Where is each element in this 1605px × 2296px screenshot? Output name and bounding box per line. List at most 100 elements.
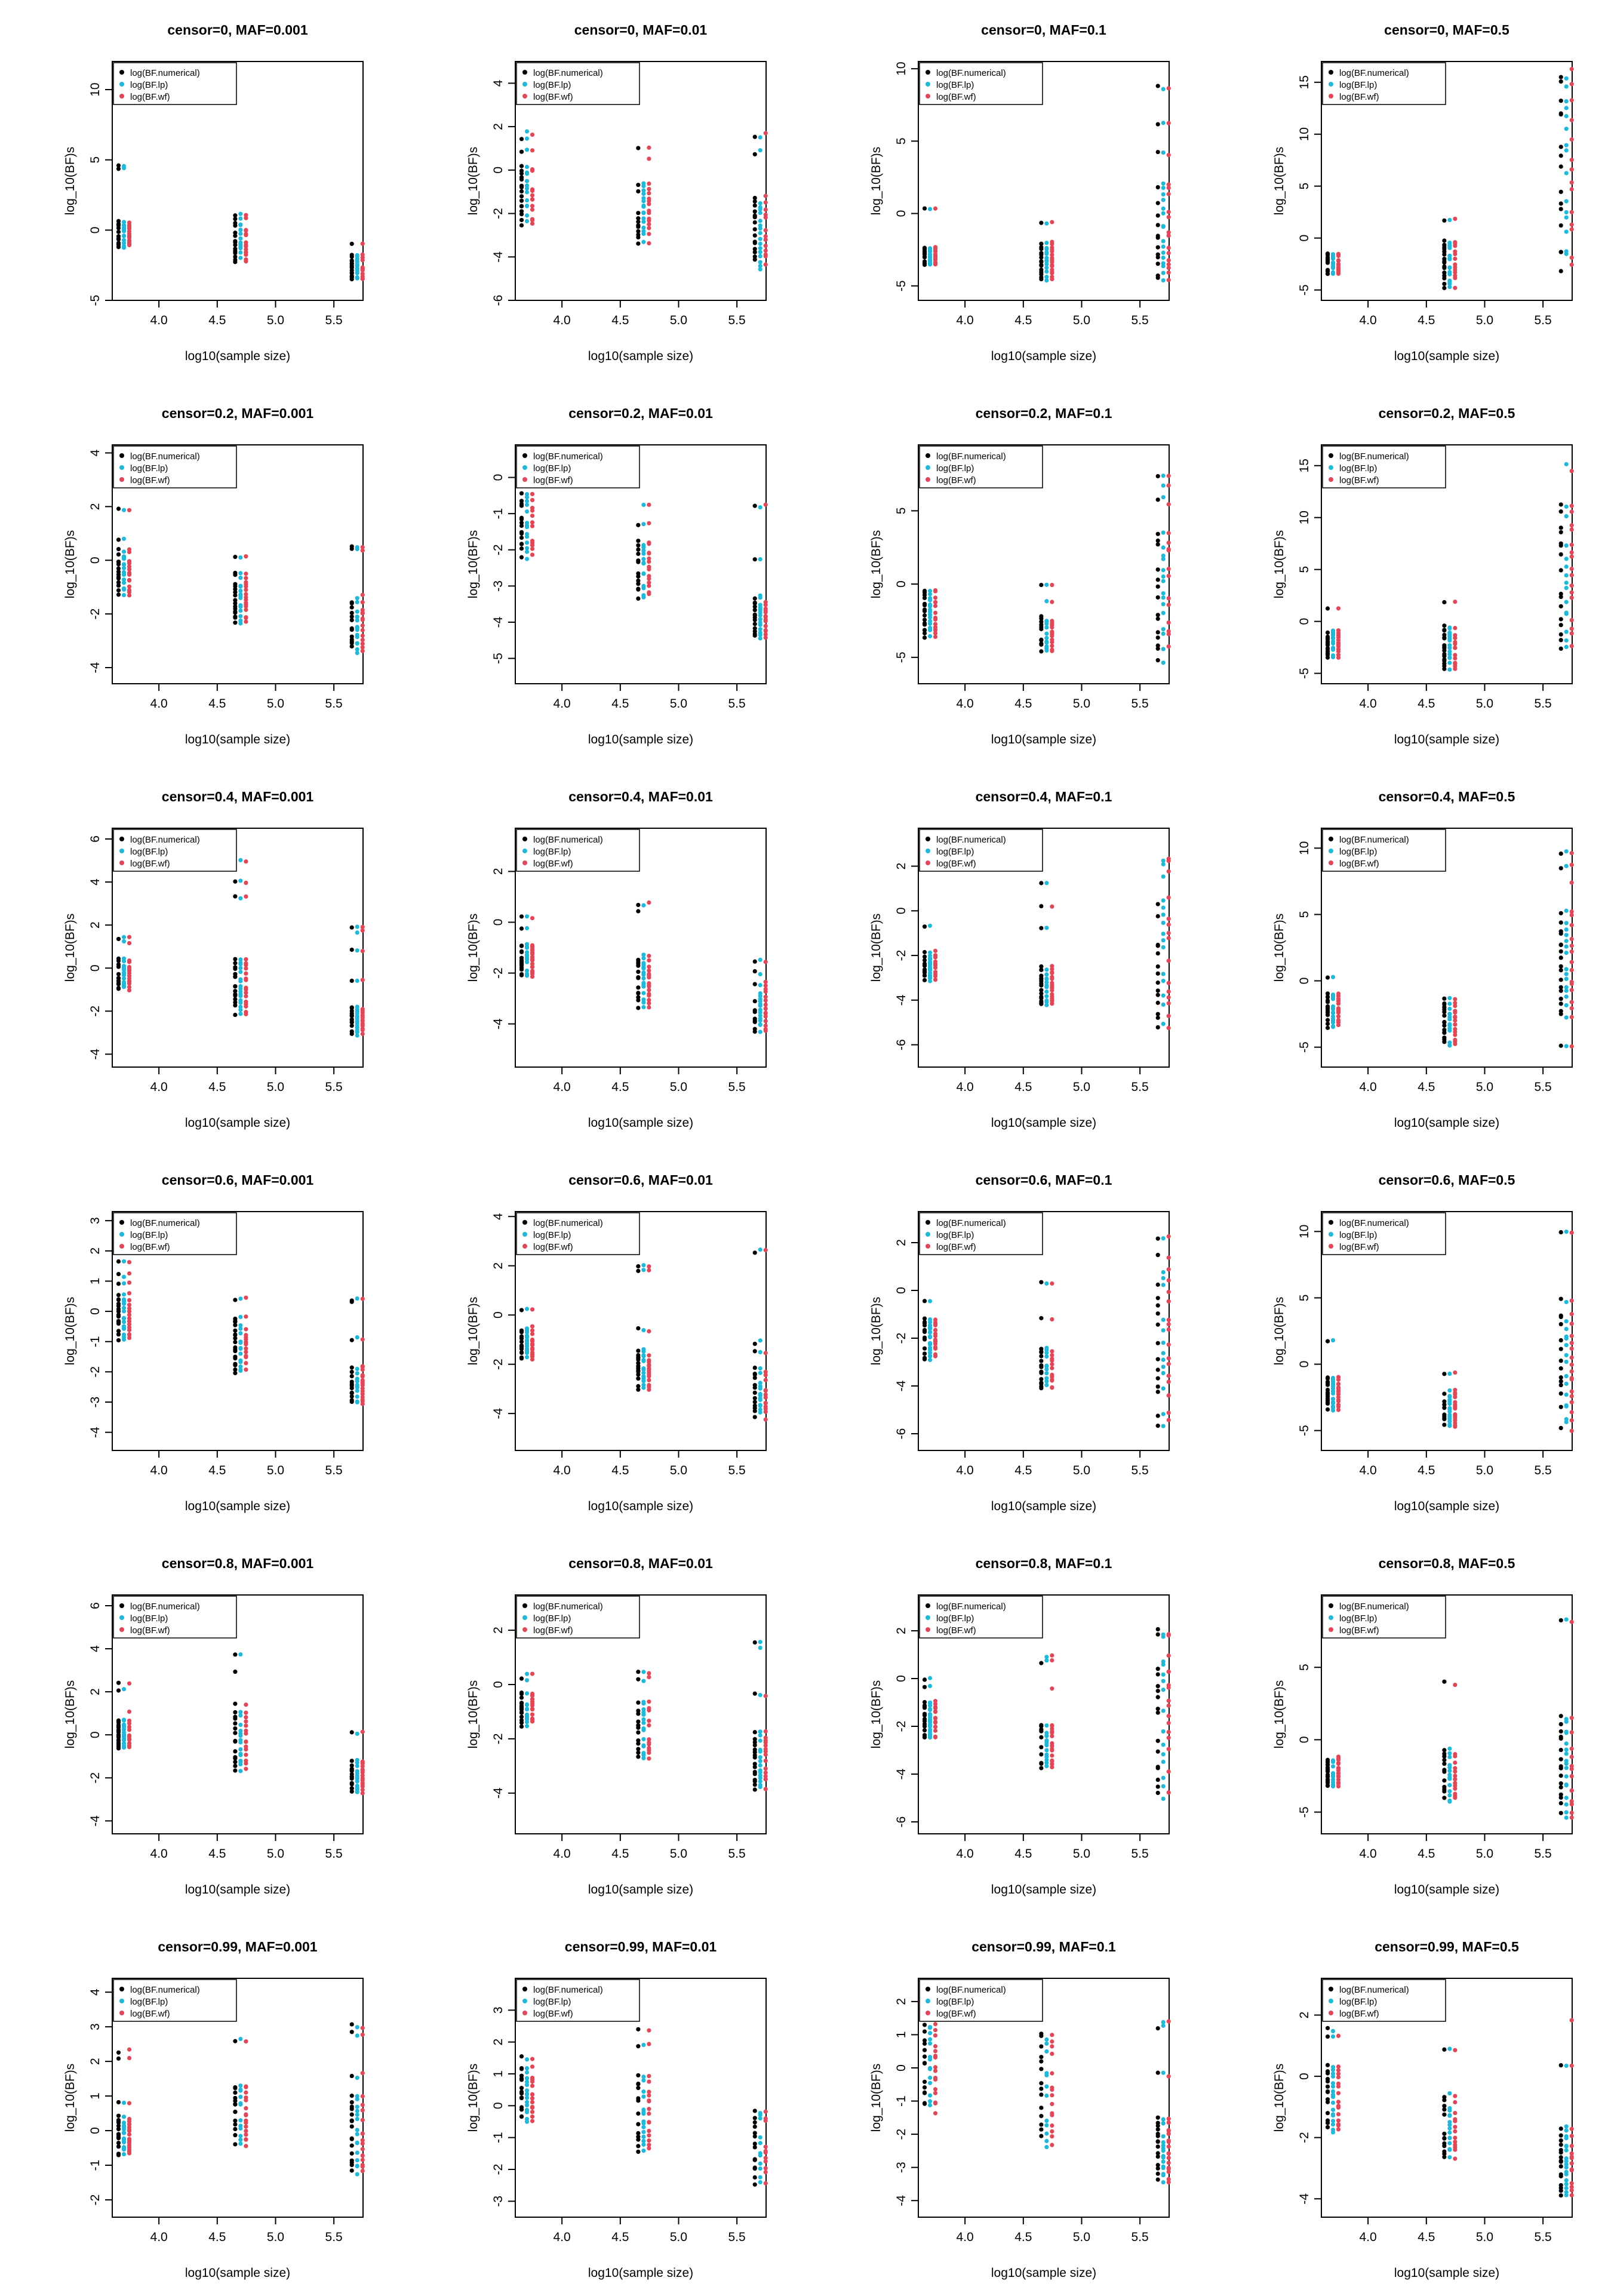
data-point bbox=[647, 2093, 651, 2098]
data-point bbox=[647, 208, 651, 213]
data-point bbox=[763, 1766, 768, 1771]
chart-title: censor=0.2, MAF=0.5 bbox=[1379, 405, 1515, 421]
data-point bbox=[1558, 1358, 1563, 1363]
data-point bbox=[1166, 2138, 1171, 2143]
data-point bbox=[1044, 619, 1049, 623]
data-point bbox=[355, 614, 359, 619]
data-point bbox=[1336, 1006, 1341, 1011]
data-point bbox=[244, 2144, 248, 2149]
data-point bbox=[244, 232, 248, 236]
data-point bbox=[1564, 1230, 1569, 1234]
data-point bbox=[1155, 643, 1160, 648]
data-point bbox=[1155, 2151, 1160, 2156]
data-point bbox=[1155, 964, 1160, 969]
data-point bbox=[636, 574, 641, 579]
legend-marker bbox=[1329, 1232, 1333, 1237]
data-point bbox=[355, 1769, 359, 1774]
x-tick-label: 4.5 bbox=[1014, 1464, 1032, 1477]
data-point bbox=[1155, 1357, 1160, 1361]
data-point bbox=[641, 2042, 646, 2048]
legend-marker bbox=[926, 860, 930, 865]
data-point bbox=[1039, 999, 1044, 1004]
data-point bbox=[922, 1320, 927, 1324]
data-point bbox=[1447, 1406, 1452, 1410]
data-point bbox=[1564, 967, 1569, 972]
data-point bbox=[1039, 2134, 1044, 2138]
y-tick-label: 2 bbox=[88, 2058, 102, 2065]
data-point bbox=[1044, 967, 1049, 972]
data-point bbox=[752, 1390, 757, 1395]
legend-marker bbox=[926, 1220, 930, 1225]
data-point bbox=[641, 970, 646, 975]
data-point bbox=[1161, 483, 1166, 488]
x-tick-label: 4.5 bbox=[208, 2230, 226, 2244]
data-point bbox=[1442, 1412, 1447, 1417]
data-point bbox=[121, 2145, 127, 2150]
data-point bbox=[927, 2080, 933, 2085]
data-point bbox=[349, 1763, 354, 1768]
data-point bbox=[1161, 1386, 1166, 1391]
data-point bbox=[1558, 201, 1563, 206]
data-point bbox=[1558, 2183, 1563, 2188]
x-tick-label: 5.5 bbox=[1535, 2230, 1552, 2244]
data-point bbox=[233, 220, 238, 226]
data-point bbox=[244, 2137, 248, 2142]
data-point bbox=[1166, 121, 1171, 125]
data-point bbox=[752, 233, 757, 238]
data-point bbox=[1155, 2144, 1160, 2149]
data-point bbox=[355, 1376, 359, 1381]
legend-label: log(BF.lp) bbox=[533, 1613, 571, 1624]
data-point bbox=[647, 2099, 651, 2104]
data-point bbox=[1044, 635, 1049, 641]
data-point bbox=[238, 970, 243, 975]
data-point bbox=[233, 1003, 238, 1008]
data-point bbox=[763, 1378, 768, 1382]
legend-marker bbox=[522, 1220, 527, 1225]
data-point bbox=[349, 544, 354, 549]
data-point bbox=[1161, 192, 1166, 197]
data-point bbox=[233, 590, 238, 595]
data-point bbox=[1564, 504, 1569, 509]
data-point bbox=[1564, 2156, 1569, 2161]
data-point bbox=[927, 2055, 933, 2060]
legend-label: log(BF.numerical) bbox=[936, 68, 1006, 78]
legend-marker bbox=[1329, 1220, 1333, 1225]
data-point bbox=[116, 537, 121, 542]
data-point bbox=[121, 593, 127, 598]
chart-title: censor=0.8, MAF=0.001 bbox=[162, 1556, 314, 1571]
data-point bbox=[233, 2142, 238, 2147]
data-point bbox=[1325, 2034, 1330, 2039]
chart-panel: censor=0.8, MAF=0.01 4.0 4.5 5.0 5.5 -4 -2 0 2 lo… bbox=[456, 1533, 806, 1910]
data-point bbox=[933, 953, 938, 958]
data-point bbox=[349, 253, 354, 257]
data-point bbox=[530, 943, 535, 948]
data-point bbox=[1155, 497, 1160, 502]
legend-label: log(BF.wf) bbox=[936, 2009, 976, 2019]
data-point bbox=[349, 1006, 354, 1010]
data-point bbox=[127, 2125, 132, 2130]
data-point bbox=[641, 981, 646, 985]
data-point bbox=[524, 914, 530, 919]
data-point bbox=[360, 545, 365, 549]
data-point bbox=[127, 2101, 132, 2106]
data-point bbox=[1325, 630, 1330, 635]
data-point bbox=[1161, 1364, 1166, 1369]
legend-marker bbox=[119, 2011, 124, 2015]
data-point bbox=[1161, 1317, 1166, 1322]
data-point bbox=[636, 902, 641, 908]
data-point bbox=[758, 2151, 762, 2156]
data-point bbox=[233, 213, 238, 218]
data-point bbox=[647, 1675, 651, 1680]
data-point bbox=[355, 930, 359, 935]
data-point bbox=[244, 1327, 248, 1332]
data-point bbox=[121, 976, 127, 981]
data-point bbox=[238, 592, 243, 597]
data-point bbox=[752, 2124, 757, 2129]
data-point bbox=[1325, 1021, 1330, 1026]
data-point bbox=[1050, 981, 1054, 985]
data-point bbox=[1569, 82, 1574, 87]
data-point bbox=[519, 515, 524, 520]
data-point bbox=[127, 1718, 132, 1723]
y-axis-label: log_10(BF)s bbox=[63, 530, 77, 598]
data-point bbox=[1564, 210, 1569, 215]
